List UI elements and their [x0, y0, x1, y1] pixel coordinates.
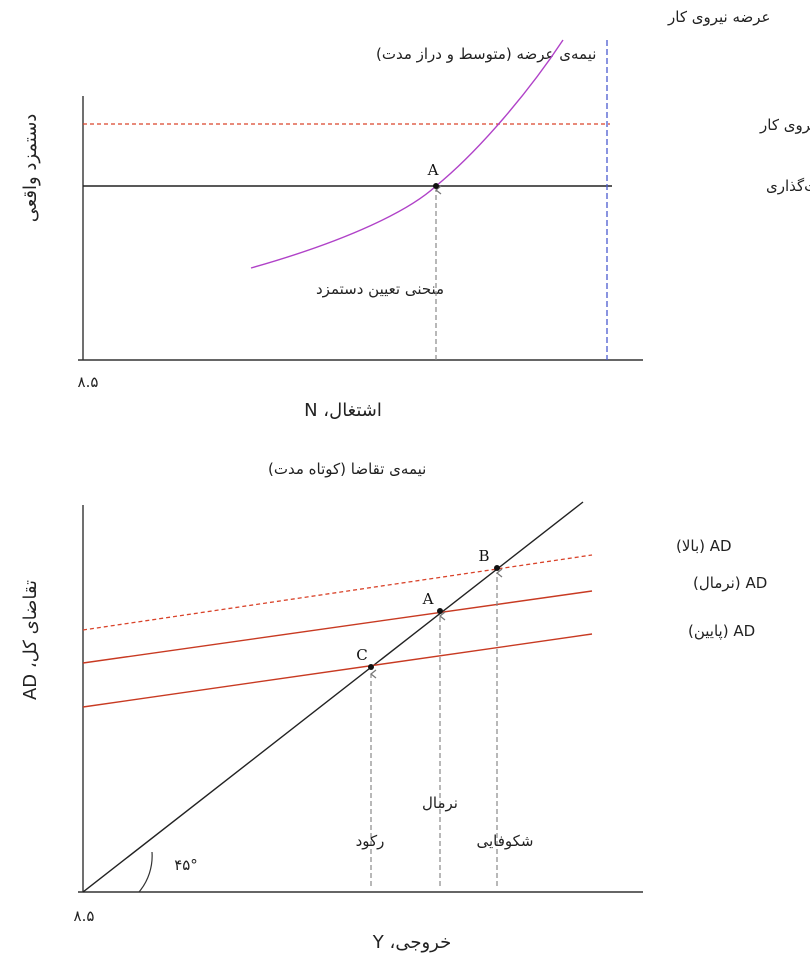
boom-label: شکوفایی [476, 832, 533, 850]
ad-normal-label: AD (نرمال) [693, 574, 767, 592]
wage-setting-curve [250, 39, 564, 269]
top-point-a-label: A [427, 161, 439, 179]
bottom-origin-label: ۸.۵ [74, 907, 95, 925]
top-panel: نیمه‌ی عرضه (متوسط و دراز مدت) دستمزد وا… [20, 8, 810, 421]
ad-normal-line [82, 590, 593, 664]
bottom-y-axis-label: تقاضای کل، AD [20, 580, 41, 700]
angle-arc [138, 851, 153, 893]
normal-label: نرمال [422, 794, 458, 812]
price-setting-label: منحنی قیمت‌گذاری [766, 177, 810, 195]
top-x-axis-label: اشتغال، N [304, 400, 382, 421]
top-origin-label: ۸.۵ [78, 373, 99, 391]
point-c [368, 664, 374, 670]
top-point-a [433, 183, 439, 189]
top-subtitle: نیمه‌ی عرضه (متوسط و دراز مدت) [376, 45, 596, 63]
point-c-label: C [356, 646, 367, 664]
bottom-subtitle: نیمه‌ی تقاضا (کوتاه مدت) [268, 460, 426, 478]
bottom-x-axis-label: خروجی، Y [372, 932, 451, 953]
top-y-axis-label: دستمزد واقعی [20, 114, 41, 223]
wage-setting-label: منحنی تعیین دستمزد [316, 280, 444, 298]
angle-label: ۴۵° [174, 856, 198, 874]
ad-high-label: AD (بالا) [676, 537, 732, 555]
bottom-point-a [437, 608, 443, 614]
labor-productivity-label: بهره‌وری نیروی کار [759, 116, 810, 134]
recession-label: رکود [356, 832, 385, 850]
ad-low-label: AD (پایین) [688, 622, 755, 641]
point-b-label: B [478, 547, 489, 565]
ad-low-line [82, 633, 593, 708]
bottom-point-a-label: A [422, 590, 434, 608]
labor-supply-label: عرضه نیروی کار [667, 8, 770, 26]
ad-high-line [82, 554, 593, 631]
point-b [494, 565, 500, 571]
bottom-panel: نیمه‌ی تقاضا (کوتاه مدت) تقاضای کل، AD ۸… [20, 460, 767, 953]
